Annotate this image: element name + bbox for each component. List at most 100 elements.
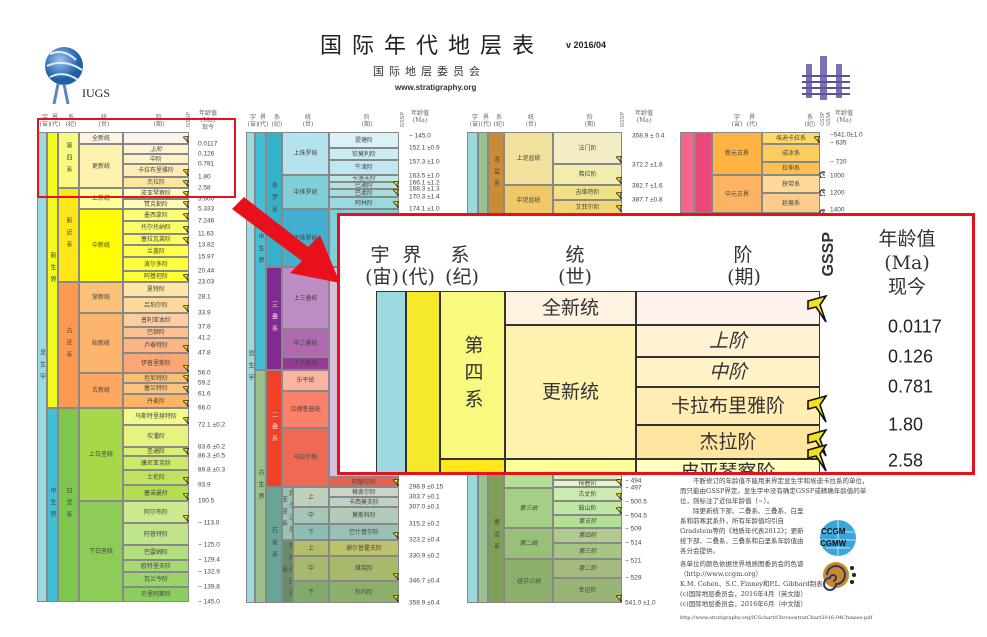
eon-phanerozoic[interactable]: 显生宇 bbox=[37, 132, 47, 602]
inset-period-cell-neogene[interactable] bbox=[440, 459, 505, 472]
inset-series-cell[interactable]: 更新统 bbox=[505, 325, 636, 459]
stage-cell[interactable]: 吕珀尔阶 bbox=[123, 297, 189, 313]
series-cell[interactable]: 瓜德鲁普统 bbox=[282, 391, 329, 428]
series-cell[interactable]: 古新统 bbox=[79, 373, 123, 408]
stage-cell[interactable]: 坦尼特阶 bbox=[123, 373, 189, 383]
period-cell[interactable]: 寒武系 bbox=[488, 470, 504, 603]
system-cell[interactable]: 拉伸系 bbox=[762, 162, 820, 175]
series-cell[interactable]: 中侏罗统 bbox=[282, 175, 329, 209]
stage-cell[interactable]: 塞拉瓦莱阶 bbox=[123, 234, 189, 245]
series-cell[interactable]: 中新统 bbox=[79, 209, 123, 282]
stage-cell[interactable]: 第三阶 bbox=[553, 543, 622, 559]
stage-cell[interactable]: 卢泰特阶 bbox=[123, 338, 189, 353]
inset-eon-cell[interactable] bbox=[376, 291, 406, 472]
inset-stage-cell[interactable] bbox=[636, 291, 820, 325]
series-cell[interactable]: 上 bbox=[293, 540, 329, 556]
eon-phanerozoic[interactable]: 显生宇 bbox=[246, 132, 255, 603]
stage-cell[interactable]: 夏特阶 bbox=[123, 282, 189, 297]
stage-cell[interactable]: 杰拉阶 bbox=[123, 177, 189, 188]
stage-cell[interactable]: 阿基坦阶 bbox=[123, 271, 189, 282]
inset-stage-cell[interactable]: 卡拉布里雅阶 bbox=[636, 387, 820, 425]
stage-cell[interactable]: 皮亚琴察阶 bbox=[123, 188, 189, 199]
inset-stage-cell[interactable]: 上阶 bbox=[636, 325, 820, 357]
subsystem-cell[interactable]: 宾夕法尼亚亚系 bbox=[282, 487, 293, 540]
stage-cell[interactable]: 谢尔普霍夫阶 bbox=[329, 540, 399, 556]
stage-cell[interactable]: 普利亚本阶 bbox=[123, 313, 189, 327]
series-cell[interactable]: 下三叠统 bbox=[282, 357, 329, 370]
website-link[interactable]: www.stratigraphy.org bbox=[395, 83, 477, 92]
stage-cell[interactable]: 康尼亚克阶 bbox=[123, 456, 189, 470]
series-cell[interactable]: 中泥盆统 bbox=[504, 185, 553, 215]
series-cell[interactable]: 上泥盆统 bbox=[504, 132, 553, 185]
series-cell[interactable]: 更新统 bbox=[79, 144, 123, 188]
series-cell[interactable]: 始新统 bbox=[79, 313, 123, 373]
series-cell[interactable]: 乐平统 bbox=[282, 370, 329, 391]
era-cell[interactable]: 中生界 bbox=[47, 408, 58, 602]
stage-cell[interactable]: 弗拉阶 bbox=[553, 164, 622, 185]
stage-cell[interactable]: 维宪阶 bbox=[329, 556, 399, 581]
stage-cell[interactable]: 巴柔阶 bbox=[329, 189, 399, 197]
stage-cell[interactable]: 第四阶 bbox=[553, 528, 622, 543]
inset-period-cell[interactable]: 第四系 bbox=[440, 291, 505, 459]
stage-cell[interactable]: 瓦兰今阶 bbox=[123, 572, 189, 587]
stage-cell[interactable]: 阿林阶 bbox=[329, 197, 399, 209]
stage-cell[interactable]: 墨西拿阶 bbox=[123, 209, 189, 221]
stage-cell[interactable] bbox=[123, 132, 189, 144]
period-cell[interactable]: 第四系 bbox=[58, 132, 79, 188]
period-cell[interactable]: 石炭系 bbox=[266, 487, 282, 603]
series-cell[interactable]: 上新统 bbox=[79, 188, 123, 209]
stage-cell[interactable]: 坎潘阶 bbox=[123, 425, 189, 447]
stage-cell[interactable]: 巴雷姆阶 bbox=[123, 545, 189, 560]
era-cell[interactable]: 中生界 bbox=[255, 132, 266, 370]
inset-series-cell-pliocene[interactable] bbox=[505, 459, 636, 472]
inset-stage-cell[interactable]: 杰拉阶 bbox=[636, 425, 820, 459]
era-cell[interactable]: 新元古界 bbox=[712, 132, 762, 175]
series-cell[interactable]: 第二统 bbox=[504, 528, 553, 559]
stage-cell[interactable]: 杜内阶 bbox=[329, 581, 399, 603]
series-cell[interactable]: 第三统 bbox=[504, 488, 553, 528]
inset-era-cell[interactable] bbox=[406, 291, 440, 472]
stage-cell[interactable]: 排碧阶 bbox=[553, 480, 622, 487]
eon-cell[interactable] bbox=[680, 132, 695, 213]
series-cell[interactable]: 全新统 bbox=[79, 132, 123, 144]
period-cell[interactable]: 二叠系 bbox=[266, 370, 282, 487]
period-cell[interactable]: 古近系 bbox=[58, 282, 79, 408]
series-cell[interactable]: 下白垩统 bbox=[79, 501, 123, 602]
period-cell[interactable]: 白垩系 bbox=[58, 408, 79, 602]
subsystem-cell[interactable]: 密西西比亚系 bbox=[282, 540, 293, 603]
stage-cell[interactable]: 伊普里斯阶 bbox=[123, 353, 189, 373]
stage-cell[interactable]: 兰盖阶 bbox=[123, 245, 189, 257]
stage-cell[interactable]: 塞诺曼阶 bbox=[123, 485, 189, 501]
stage-cell[interactable]: 提塘阶 bbox=[329, 132, 399, 148]
series-cell[interactable]: 渐新统 bbox=[79, 282, 123, 313]
stage-cell[interactable]: 第五阶 bbox=[553, 515, 622, 528]
stage-cell[interactable]: 鼓山阶 bbox=[553, 501, 622, 515]
period-cell[interactable]: 三叠系 bbox=[266, 267, 282, 370]
series-cell[interactable]: 下 bbox=[293, 524, 329, 540]
system-cell[interactable]: 埃迪卡拉系 bbox=[762, 132, 820, 144]
stage-cell[interactable]: 法门阶 bbox=[553, 132, 622, 164]
stage-cell[interactable]: 莫斯科阶 bbox=[329, 507, 399, 524]
stage-cell[interactable]: 中阶 bbox=[123, 154, 189, 164]
stage-cell[interactable]: 贝里阿斯阶 bbox=[123, 587, 189, 602]
system-cell[interactable]: 成冰系 bbox=[762, 144, 820, 162]
stage-cell[interactable]: 幸运阶 bbox=[553, 578, 622, 603]
inset-series-cell[interactable]: 全新统 bbox=[505, 291, 636, 325]
stage-cell[interactable]: 第二阶 bbox=[553, 559, 622, 578]
eon-cell[interactable] bbox=[695, 132, 712, 213]
stage-cell[interactable]: 阿瑟尔阶 bbox=[329, 477, 399, 487]
chart-pdf-link[interactable]: http://www.stratigraphy.org/ICSchart/Chr… bbox=[680, 615, 873, 621]
series-cell[interactable]: 上白垩统 bbox=[79, 408, 123, 501]
series-cell[interactable]: 上侏罗统 bbox=[282, 132, 329, 175]
stage-cell[interactable]: 上阶 bbox=[123, 144, 189, 154]
inset-stage-cell[interactable]: 中阶 bbox=[636, 357, 820, 387]
stage-cell[interactable]: 古丈阶 bbox=[553, 487, 622, 501]
stage-cell[interactable]: 欧特里夫阶 bbox=[123, 560, 189, 572]
stage-cell[interactable]: 圣通阶 bbox=[123, 447, 189, 456]
stage-cell[interactable]: 巴什基尔阶 bbox=[329, 524, 399, 540]
stage-cell[interactable]: 巴顿阶 bbox=[123, 327, 189, 338]
stage-cell[interactable]: 吉维特阶 bbox=[553, 185, 622, 200]
stage-cell[interactable]: 阿普特阶 bbox=[123, 523, 189, 545]
stage-cell[interactable]: 托尔托纳阶 bbox=[123, 221, 189, 234]
stage-cell[interactable]: 土伦阶 bbox=[123, 470, 189, 485]
